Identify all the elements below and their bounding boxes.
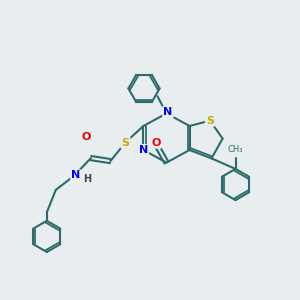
Text: CH₃: CH₃ [228,145,243,154]
Text: S: S [122,137,129,148]
Text: N: N [71,170,80,181]
Text: S: S [206,116,214,126]
Text: O: O [151,137,161,148]
Text: H: H [83,173,91,184]
Text: N: N [139,145,148,155]
Text: N: N [164,107,172,117]
Text: O: O [82,131,91,142]
